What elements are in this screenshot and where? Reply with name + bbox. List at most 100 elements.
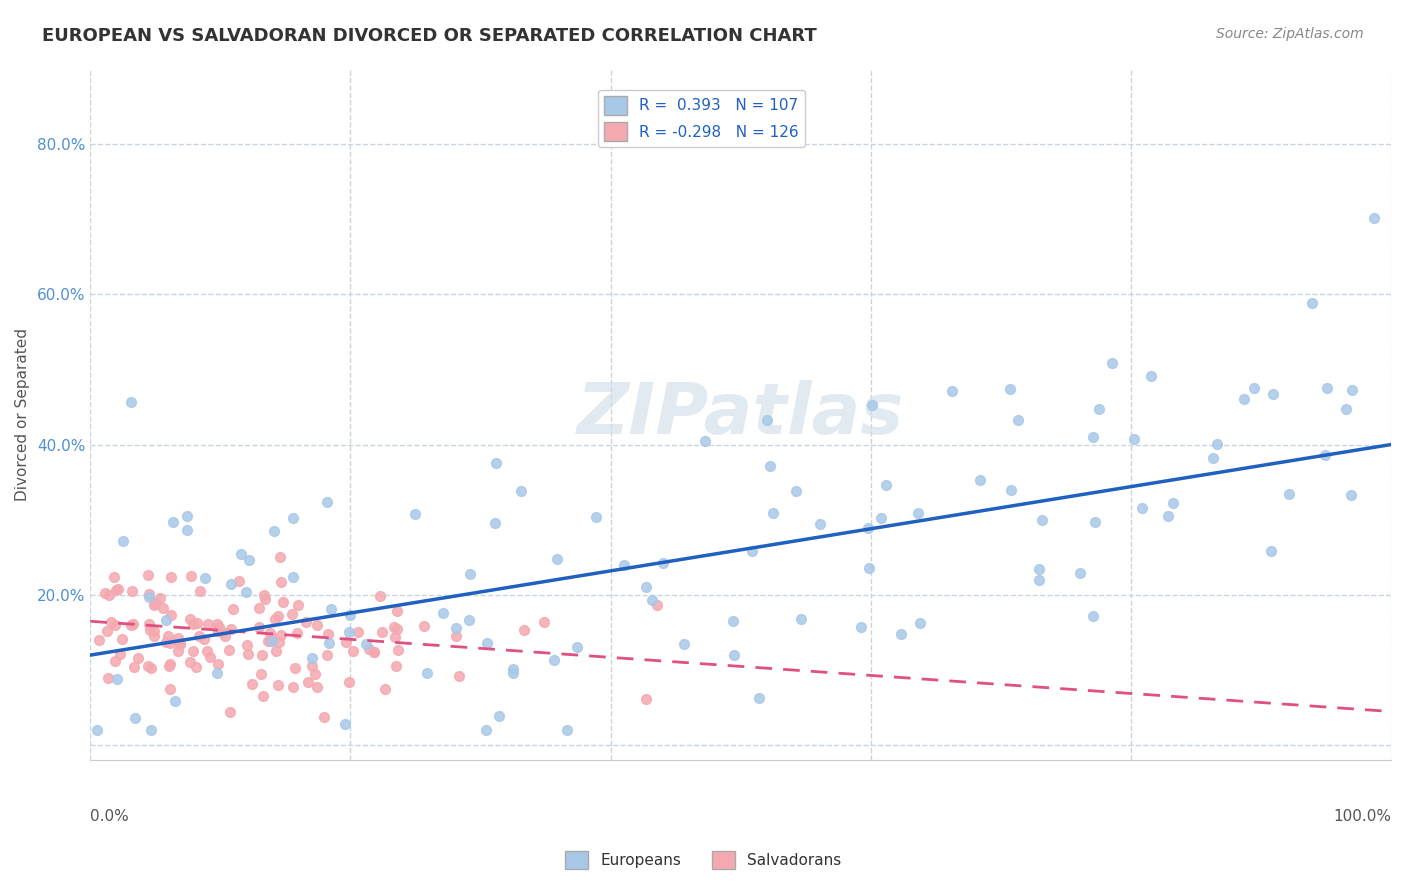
Point <box>488 709 510 723</box>
Point <box>1278 487 1301 501</box>
Point <box>103 570 125 584</box>
Point <box>211 625 233 640</box>
Point <box>305 680 328 694</box>
Point <box>762 507 785 521</box>
Point <box>1087 401 1109 416</box>
Point <box>107 582 129 597</box>
Point <box>156 629 179 643</box>
Point <box>1316 381 1339 395</box>
Point <box>112 533 135 548</box>
Point <box>1206 437 1229 451</box>
Point <box>636 691 658 706</box>
Point <box>1336 401 1358 416</box>
Point <box>121 584 143 599</box>
Point <box>138 590 160 604</box>
Point <box>693 434 716 449</box>
Point <box>856 521 879 535</box>
Point <box>416 665 439 680</box>
Point <box>269 549 291 564</box>
Point <box>122 616 145 631</box>
Point <box>1007 413 1029 427</box>
Point <box>543 653 565 667</box>
Point <box>139 723 162 738</box>
Point <box>98 588 121 602</box>
Point <box>475 636 498 650</box>
Point <box>785 483 807 498</box>
Point <box>176 523 198 537</box>
Point <box>105 672 128 686</box>
Point <box>207 665 229 680</box>
Point <box>316 648 339 662</box>
Text: Source: ZipAtlas.com: Source: ZipAtlas.com <box>1216 27 1364 41</box>
Text: 100.0%: 100.0% <box>1333 809 1391 824</box>
Point <box>160 607 183 622</box>
Point <box>374 681 396 696</box>
Legend: R =  0.393   N = 107, R = -0.298   N = 126: R = 0.393 N = 107, R = -0.298 N = 126 <box>598 90 806 147</box>
Point <box>447 669 470 683</box>
Point <box>104 617 127 632</box>
Point <box>228 574 250 588</box>
Point <box>240 676 263 690</box>
Point <box>254 591 277 606</box>
Point <box>315 495 337 509</box>
Point <box>264 612 287 626</box>
Point <box>163 694 186 708</box>
Point <box>138 623 160 637</box>
Point <box>941 384 963 398</box>
Point <box>555 723 578 738</box>
Point <box>270 574 292 589</box>
Point <box>96 624 118 638</box>
Point <box>1233 392 1256 406</box>
Point <box>247 620 270 634</box>
Point <box>267 678 290 692</box>
Point <box>319 602 342 616</box>
Point <box>484 516 506 531</box>
Point <box>721 614 744 628</box>
Point <box>444 621 467 635</box>
Point <box>413 619 436 633</box>
Point <box>207 657 229 671</box>
Point <box>755 413 778 427</box>
Point <box>533 615 555 630</box>
Point <box>136 568 159 582</box>
Point <box>790 612 813 626</box>
Point <box>297 674 319 689</box>
Point <box>143 598 166 612</box>
Point <box>238 553 260 567</box>
Text: 0.0%: 0.0% <box>90 809 129 824</box>
Point <box>1069 566 1091 581</box>
Point <box>236 647 259 661</box>
Point <box>502 662 524 676</box>
Point <box>672 637 695 651</box>
Point <box>250 648 273 662</box>
Point <box>356 637 378 651</box>
Point <box>100 615 122 630</box>
Point <box>176 509 198 524</box>
Point <box>184 660 207 674</box>
Point <box>384 630 406 644</box>
Point <box>120 394 142 409</box>
Point <box>149 591 172 605</box>
Point <box>139 661 162 675</box>
Point <box>432 606 454 620</box>
Point <box>1157 508 1180 523</box>
Point <box>193 632 215 647</box>
Point <box>641 592 664 607</box>
Point <box>475 723 498 738</box>
Point <box>87 633 110 648</box>
Point <box>1260 544 1282 558</box>
Point <box>1313 448 1336 462</box>
Point <box>339 674 361 689</box>
Point <box>368 589 391 603</box>
Point <box>316 627 339 641</box>
Point <box>858 560 880 574</box>
Point <box>229 547 252 561</box>
Point <box>188 584 211 599</box>
Point <box>263 524 285 539</box>
Point <box>748 690 770 705</box>
Point <box>155 635 177 649</box>
Point <box>312 710 335 724</box>
Point <box>159 657 181 671</box>
Point <box>342 644 364 658</box>
Point <box>186 615 208 630</box>
